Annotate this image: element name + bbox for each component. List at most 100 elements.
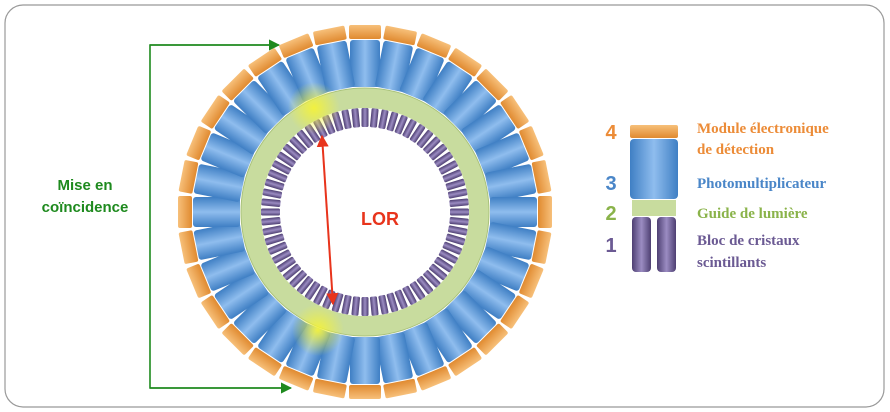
crystal (416, 129, 434, 148)
pmt (201, 133, 255, 178)
detector-module (349, 25, 381, 87)
crystal (450, 208, 469, 216)
electronics (476, 323, 508, 355)
annotation: coïncidence (42, 199, 129, 216)
legend-label: Photomultiplicateur (697, 176, 826, 192)
annotation: Mise en (57, 177, 112, 194)
pmt (423, 61, 472, 116)
detector-module (461, 270, 529, 329)
icon-crystal (632, 217, 651, 272)
crystal (409, 281, 426, 300)
crystal (262, 225, 283, 236)
pmt (490, 197, 537, 227)
detector-module (222, 291, 286, 355)
detector-module (475, 246, 544, 298)
detector-module (178, 196, 240, 228)
pmt (485, 222, 537, 260)
glow (292, 304, 344, 356)
pmt (485, 164, 537, 202)
pmt (193, 222, 245, 260)
crystal (341, 109, 352, 130)
pmt (375, 40, 413, 92)
detector-module (186, 246, 255, 298)
crystal (282, 263, 301, 281)
detector-module (485, 160, 552, 202)
detector-module (375, 332, 417, 399)
crystal (261, 208, 280, 216)
crystal (442, 241, 462, 255)
crystal (304, 281, 321, 300)
electronics (349, 25, 381, 39)
crystal (378, 294, 389, 315)
crystal (277, 151, 296, 168)
electronics (178, 230, 199, 264)
legend: 4 Module électronique de détection 3 Photomu… (605, 121, 829, 271)
electronics (186, 126, 211, 160)
icon-crystal (657, 217, 676, 272)
crystal (369, 108, 379, 128)
pmt (475, 133, 529, 178)
detector-module (461, 95, 529, 154)
electronics (178, 160, 199, 194)
legend-label: de détection (697, 142, 775, 158)
crystal (434, 256, 453, 273)
crystal (394, 289, 408, 309)
electronics (248, 48, 282, 77)
icon-electronics (630, 125, 678, 138)
electronics (313, 25, 347, 46)
crystal (416, 276, 434, 295)
pmt (234, 81, 286, 133)
lor-label: LOR (361, 209, 399, 229)
legend-number: 2 (605, 203, 616, 225)
crystal (423, 270, 441, 288)
detector-module (222, 69, 286, 133)
pmt (214, 105, 269, 154)
crystal (386, 292, 399, 313)
pmt (214, 270, 269, 319)
electronics (222, 323, 254, 355)
electronics (313, 378, 347, 399)
electronics (519, 126, 544, 160)
crystal (402, 285, 417, 305)
detector-module (349, 337, 381, 399)
legend-number: 3 (605, 173, 616, 195)
crystal (429, 143, 448, 161)
crystal (262, 188, 283, 199)
crystal (272, 249, 292, 264)
crystal (409, 124, 426, 143)
light-guide-edge (240, 87, 490, 337)
crystal (261, 198, 281, 208)
electronics (178, 196, 192, 228)
detector-module (423, 308, 482, 376)
electronics (417, 33, 451, 58)
electronics (538, 196, 552, 228)
crystal (351, 296, 361, 316)
detector-module (475, 126, 544, 178)
crystal (449, 198, 469, 208)
lor-line (316, 134, 339, 306)
electronics (201, 295, 230, 329)
pmt (234, 291, 286, 343)
electronics (500, 295, 529, 329)
detector-module (423, 48, 482, 116)
electronics (383, 378, 417, 399)
legend-label: Guide de lumière (697, 206, 808, 222)
detector-module (201, 95, 269, 154)
crystal (264, 233, 285, 246)
light-guide (241, 88, 489, 336)
glow (288, 82, 340, 134)
detector-module (178, 222, 245, 264)
legend-label: scintillants (697, 255, 766, 271)
pmt (375, 332, 413, 384)
pmt (423, 308, 472, 363)
crystal (261, 216, 281, 226)
detector-module (490, 196, 552, 228)
icon-lightguide (632, 200, 676, 216)
pmt (193, 164, 245, 202)
crystal (394, 115, 408, 135)
detector-module (375, 25, 417, 92)
detector-module (313, 25, 355, 92)
electronics (349, 385, 381, 399)
crystal (296, 129, 314, 148)
crystal (447, 188, 468, 199)
